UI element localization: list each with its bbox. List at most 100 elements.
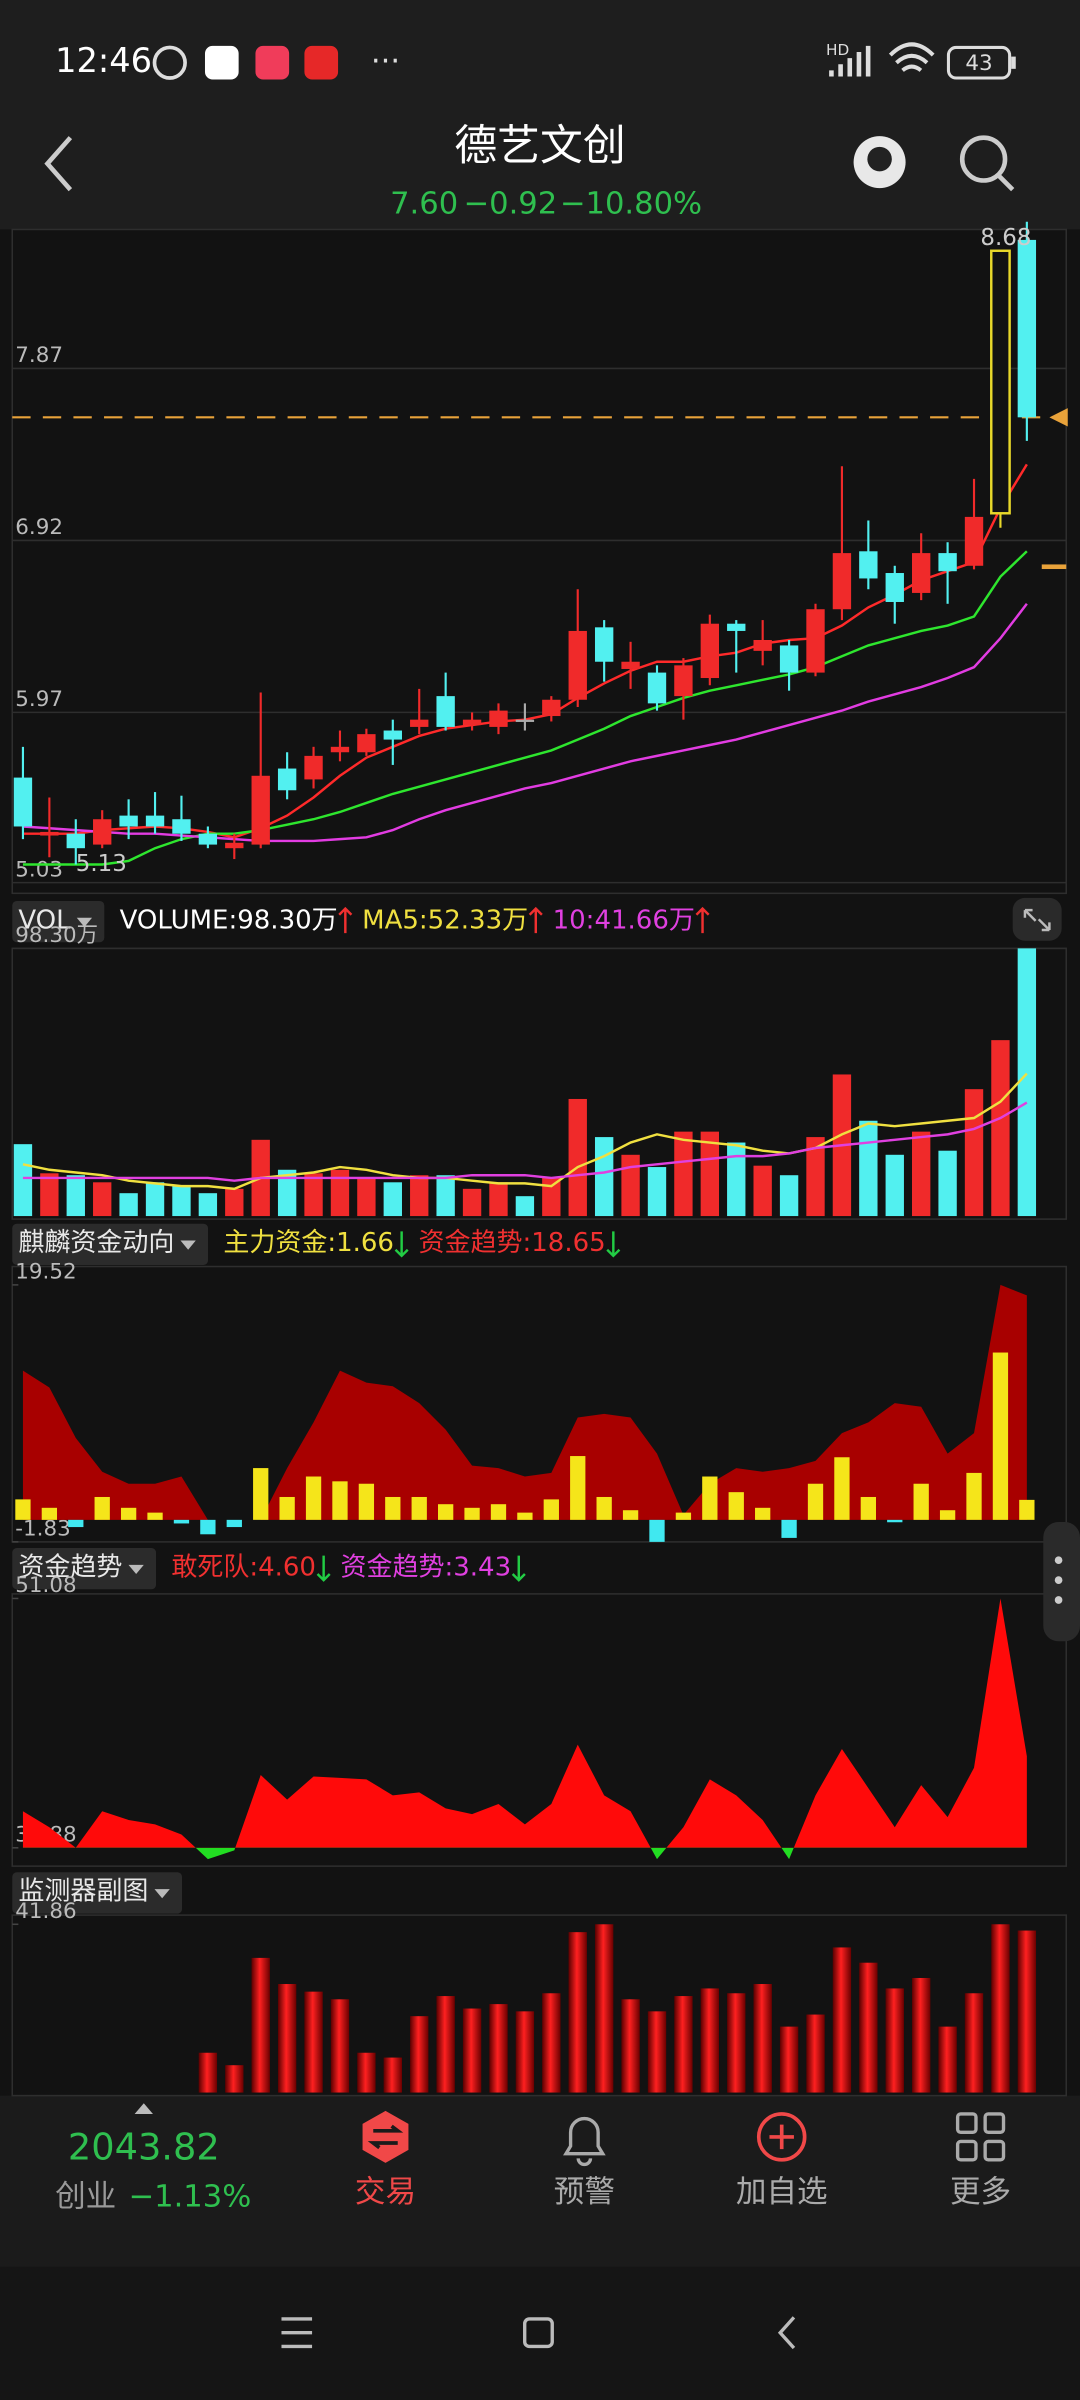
indicator-value: 敢死队:4.60: [171, 1552, 316, 1582]
monitor-bar: [991, 1924, 1010, 2093]
monitor-bar: [964, 1993, 984, 2093]
candle-body: [859, 551, 878, 579]
min-price-label: 5.13: [76, 851, 127, 877]
current-price-marker: [1049, 408, 1068, 427]
indicator-value: 10:41.66万: [553, 905, 695, 935]
monitor-bar: [938, 2026, 957, 2093]
home-button[interactable]: [523, 2317, 554, 2349]
trend-area-negative: [22, 1847, 1027, 1860]
index-value[interactable]: 2043.82: [68, 2126, 220, 2169]
fund-bar: [226, 1519, 242, 1528]
expand-button[interactable]: [1012, 897, 1062, 941]
indicator-selector[interactable]: [12, 1223, 209, 1266]
candle-body: [515, 719, 535, 722]
fund-bar: [41, 1507, 58, 1520]
monitor-bar: [647, 2011, 667, 2093]
indicator-selector[interactable]: [12, 900, 105, 943]
volume-bar: [462, 1188, 482, 1217]
candle-body: [119, 815, 138, 827]
monitor-bar: [621, 1999, 640, 2093]
monitor-bar: [912, 1977, 931, 2093]
tab-alert[interactable]: 预警: [554, 2175, 615, 2210]
dot: [1054, 1576, 1063, 1584]
candle-body: [912, 553, 931, 593]
back-nav-button[interactable]: [777, 2316, 796, 2350]
add-icon-plus: [769, 2124, 794, 2150]
volume-bar: [357, 1177, 376, 1217]
trend-arrow: [528, 906, 543, 934]
indicator-name: 麒麟资金动向: [18, 1228, 174, 1258]
volume-bar: [489, 1182, 508, 1217]
system-nav: [281, 2316, 796, 2350]
fund-bar: [913, 1483, 929, 1520]
tab-watchlist[interactable]: 加自选: [736, 2175, 828, 2210]
candle-body: [700, 623, 720, 679]
monitor-bar: [700, 1988, 720, 2093]
candle-body: [568, 630, 587, 700]
tab-trade[interactable]: 交易: [355, 2175, 416, 2210]
fund-bar: [279, 1496, 295, 1520]
side-menu[interactable]: [1043, 1521, 1080, 1642]
fund-bar: [253, 1468, 269, 1520]
menu-button[interactable]: [281, 2317, 313, 2349]
volume-bar: [991, 1040, 1010, 1217]
volume-bar: [964, 1089, 984, 1217]
volume-bar: [647, 1167, 667, 1217]
monitor-bar: [885, 1988, 904, 2093]
indicator-selector[interactable]: [12, 1872, 183, 1914]
fund-bar: [992, 1352, 1009, 1520]
y-tick-label: 41.86: [15, 1899, 76, 1924]
monitor-bar: [806, 2014, 825, 2093]
monitor-bar: [304, 1991, 323, 2093]
search-handle: [997, 174, 1015, 192]
signal-icon: [829, 45, 871, 77]
indicator-selector[interactable]: [12, 1547, 157, 1590]
candle-body: [198, 833, 218, 845]
panel-frames: [11, 228, 1067, 2097]
indicator-value: 主力资金:1.66: [223, 1228, 394, 1258]
fund-bar: [490, 1504, 507, 1520]
trend-arrow: [511, 1555, 526, 1582]
volume-bar: [700, 1131, 720, 1217]
dot: [1054, 1596, 1063, 1604]
dot: [1054, 1556, 1063, 1565]
search-button[interactable]: [959, 135, 1015, 192]
y-tick-label: 19.52: [15, 1260, 76, 1285]
volume-bar: [674, 1131, 693, 1217]
trend-arrow: [695, 906, 710, 934]
indicator-name: 资金趋势: [18, 1552, 122, 1582]
clock: 12:46: [55, 41, 152, 80]
volume-bar: [568, 1098, 587, 1217]
volume-bar: [93, 1182, 112, 1217]
fund-bar: [807, 1483, 824, 1520]
volume-bar: [912, 1131, 931, 1217]
volume-bar: [779, 1175, 799, 1217]
candle-body: [436, 696, 455, 727]
fund-bar: [147, 1512, 163, 1520]
monitor-bar: [753, 1984, 772, 2093]
y-tick-label: 7.87: [15, 343, 63, 368]
candle-body: [277, 768, 297, 791]
mascot-button[interactable]: [853, 136, 906, 189]
dropdown-triangle: [128, 1564, 144, 1574]
wifi-icon: [888, 42, 935, 72]
fund-bar: [781, 1519, 797, 1538]
volume-bar: [119, 1193, 138, 1217]
candle-body: [13, 777, 33, 827]
candle-body: [462, 719, 482, 726]
grid-cell: [983, 2139, 1006, 2162]
monitor-bar: [515, 2011, 535, 2093]
candle-body: [1017, 239, 1037, 418]
tab-more[interactable]: 更多: [950, 2175, 1011, 2210]
candle-body: [806, 609, 825, 673]
volume-bar: [304, 1173, 323, 1217]
fund-bar: [358, 1483, 375, 1520]
chart-layer: 5.03 5.97 6.92 7.87 8.68 5.13 VOL VOLUME:98.30万…: [12, 221, 1068, 2093]
expand-icon: [1023, 908, 1051, 932]
back-button[interactable]: [44, 136, 73, 192]
fund-bar: [464, 1507, 480, 1520]
indicator-value: MA5:52.33万: [362, 905, 528, 935]
fund-bar: [120, 1507, 137, 1520]
bottom-bar: 2043.82 创业 −1.13% 交易 预警 加自选 更多: [55, 2103, 1011, 2215]
fund-bar: [437, 1504, 454, 1520]
